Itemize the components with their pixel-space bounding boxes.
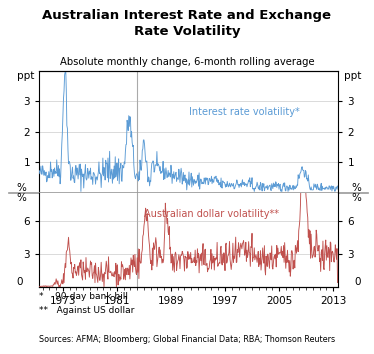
Text: ppt: ppt bbox=[344, 71, 361, 81]
Text: %: % bbox=[351, 183, 361, 193]
Text: Interest rate volatility*: Interest rate volatility* bbox=[189, 107, 300, 117]
Text: Australian Interest Rate and Exchange
Rate Volatility: Australian Interest Rate and Exchange Ra… bbox=[43, 9, 331, 38]
Text: ppt: ppt bbox=[17, 71, 34, 81]
Text: Sources: AFMA; Bloomberg; Global Financial Data; RBA; Thomson Reuters: Sources: AFMA; Bloomberg; Global Financi… bbox=[39, 335, 335, 343]
Text: **   Against US dollar: ** Against US dollar bbox=[39, 306, 135, 315]
Text: *    90-day bank bill: * 90-day bank bill bbox=[39, 292, 128, 301]
Text: 0: 0 bbox=[17, 277, 23, 287]
Text: %: % bbox=[351, 193, 361, 203]
Text: Australian dollar volatility**: Australian dollar volatility** bbox=[144, 209, 279, 219]
Text: %: % bbox=[17, 193, 27, 203]
Text: Absolute monthly change, 6-month rolling average: Absolute monthly change, 6-month rolling… bbox=[60, 57, 314, 67]
Text: 0: 0 bbox=[355, 277, 361, 287]
Text: %: % bbox=[17, 183, 27, 193]
